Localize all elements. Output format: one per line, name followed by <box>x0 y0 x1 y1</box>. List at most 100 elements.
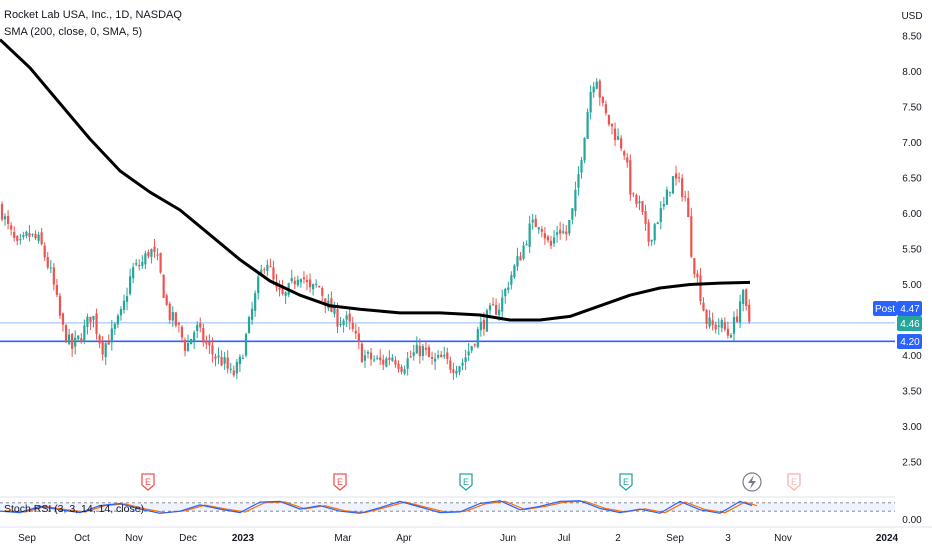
candle-body <box>537 227 540 230</box>
candle-body <box>101 342 104 355</box>
candle-body <box>479 321 482 331</box>
candle-body <box>196 324 199 331</box>
candle-body <box>232 370 235 376</box>
candle-body <box>705 309 708 324</box>
sma-legend[interactable]: SMA (200, close, 0, SMA, 5) <box>4 26 143 38</box>
candle-body <box>110 328 113 343</box>
candle-body <box>732 317 736 334</box>
candle-body <box>540 228 543 232</box>
candle-body <box>363 355 367 361</box>
candle-body <box>434 358 437 362</box>
candle-body <box>427 347 431 358</box>
candle-body <box>580 160 583 173</box>
candle-body <box>312 284 315 290</box>
candle-body <box>186 343 190 351</box>
earnings-marker[interactable] <box>619 473 633 491</box>
candle-body <box>583 137 586 161</box>
candle-body <box>430 356 434 359</box>
earnings-marker[interactable] <box>787 473 801 491</box>
candle-body <box>397 363 400 369</box>
candle-body <box>568 220 571 234</box>
candle-body <box>559 229 562 234</box>
candle-body <box>717 325 720 327</box>
candle-body <box>424 347 428 350</box>
candle-body <box>3 216 7 220</box>
earnings-marker[interactable] <box>459 473 473 491</box>
candle-body <box>180 326 184 338</box>
candle-body <box>55 285 58 295</box>
candle-body <box>510 275 513 285</box>
candle-body <box>305 279 309 283</box>
candle-body <box>620 138 623 149</box>
candle-body <box>711 320 714 326</box>
price-tick-label: 6.00 <box>902 209 922 220</box>
candle-body <box>269 266 272 268</box>
post-value: 4.47 <box>900 304 920 315</box>
post-label: Post <box>875 304 895 315</box>
candle-body <box>266 264 269 271</box>
candle-body <box>748 304 751 322</box>
candle-body <box>488 305 492 311</box>
candle-body <box>58 295 62 316</box>
candle-body <box>623 151 626 156</box>
time-axis[interactable]: Sep Oct Nov Dec 2023 Mar Apr Jun Jul 2 Sep 3 Nov 2024 <box>18 533 898 544</box>
candle-body <box>168 303 171 321</box>
price-tick-label: 6.50 <box>902 174 922 185</box>
candle-body <box>574 189 577 211</box>
candle-body <box>202 327 205 343</box>
candle-body <box>482 319 485 330</box>
candle-body <box>159 252 162 273</box>
candle-body <box>385 358 388 367</box>
candle-body <box>34 233 37 239</box>
candle-body <box>150 249 153 257</box>
candle-body <box>324 298 327 306</box>
earnings-marker[interactable] <box>333 473 347 491</box>
currency-label[interactable]: USD <box>901 11 922 22</box>
candle-body <box>199 323 202 328</box>
earnings-marker-label: E <box>463 477 469 487</box>
candle-body <box>116 315 119 325</box>
candle-body <box>592 86 595 93</box>
stoch-rsi-legend[interactable]: Stoch RSI (3, 3, 14, 14, close) <box>4 503 145 515</box>
earnings-marker-label: E <box>623 477 629 487</box>
candle-body <box>165 295 168 305</box>
candle-body <box>293 280 296 285</box>
candle-body <box>208 341 211 346</box>
sma-200-line[interactable] <box>0 38 751 322</box>
price-tick-label: 8.00 <box>902 67 922 78</box>
price-axis[interactable]: 8.508.007.507.006.506.005.505.004.504.00… <box>902 32 922 469</box>
chart-title[interactable]: Rocket Lab USA, Inc., 1D, NASDAQ <box>4 9 182 21</box>
candle-body <box>339 323 342 325</box>
candle-body <box>10 225 13 230</box>
candle-body <box>571 208 574 220</box>
candle-body <box>708 317 711 327</box>
candle-body <box>336 309 339 327</box>
candle-body <box>684 196 687 198</box>
candle-body <box>421 346 424 356</box>
candle-body <box>565 231 568 235</box>
candle-body <box>369 352 373 360</box>
stoch-tick-label: 0.00 <box>902 515 922 526</box>
candle-body <box>321 288 324 296</box>
candle-body <box>83 325 86 342</box>
dividend-icon[interactable] <box>742 472 762 492</box>
candle-body <box>476 329 479 348</box>
candle-body <box>464 357 467 362</box>
earnings-marker-label: E <box>145 477 151 487</box>
candle-body <box>528 223 531 247</box>
candle-body <box>543 233 546 239</box>
candle-body <box>89 316 92 323</box>
candle-body <box>284 292 287 296</box>
candle-body <box>290 278 293 282</box>
candle-body <box>190 338 193 345</box>
candle-body <box>147 252 150 257</box>
candle-body <box>726 328 729 336</box>
candle-body <box>43 245 46 258</box>
candle-body <box>629 160 632 195</box>
earnings-marker[interactable] <box>141 473 155 491</box>
candle-body <box>125 296 129 302</box>
candle-body <box>470 346 473 351</box>
candle-body <box>238 356 241 365</box>
